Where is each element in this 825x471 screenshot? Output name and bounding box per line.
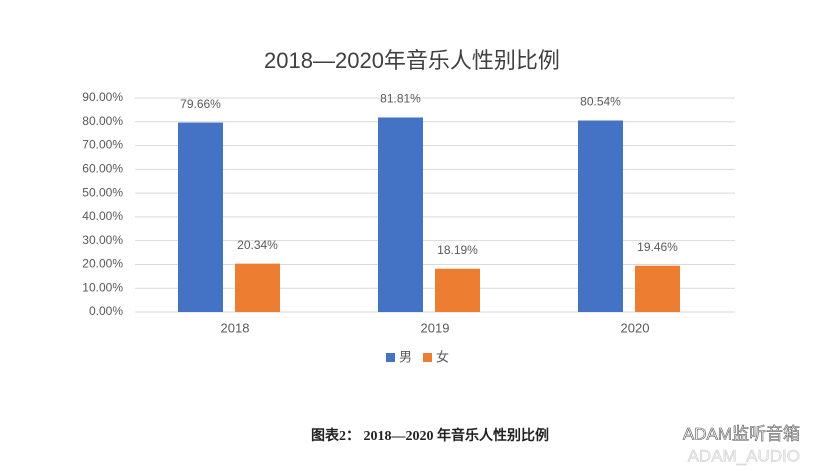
x-tick-label: 2020 <box>621 320 650 335</box>
y-tick-label: 60.00% <box>82 162 123 176</box>
value-label: 79.66% <box>180 97 221 111</box>
y-tick-label: 90.00% <box>82 90 123 104</box>
bar <box>235 263 280 312</box>
bar <box>378 117 423 312</box>
watermark: ADAM_AUDIO <box>688 446 800 465</box>
bar <box>435 268 480 312</box>
y-tick-label: 20.00% <box>82 257 123 271</box>
bar <box>178 122 223 313</box>
chart-title: 2018—2020年音乐人性别比例 <box>264 48 560 73</box>
value-label: 19.46% <box>637 240 678 254</box>
value-label: 81.81% <box>380 92 421 106</box>
bar <box>635 265 680 312</box>
y-tick-label: 50.00% <box>82 185 123 199</box>
value-label: 20.34% <box>237 238 278 252</box>
value-label: 18.19% <box>437 243 478 257</box>
watermark: ADAM监听音箱 <box>683 424 800 443</box>
caption: 图表2： 2018—2020 年音乐人性别比例 <box>311 427 549 444</box>
y-tick-label: 70.00% <box>82 138 123 152</box>
x-tick-label: 2019 <box>421 320 450 335</box>
value-label: 80.54% <box>580 95 621 109</box>
y-tick-label: 10.00% <box>82 280 123 294</box>
y-tick-label: 40.00% <box>82 209 123 223</box>
legend-label: 男 <box>399 349 412 364</box>
y-tick-label: 80.00% <box>82 114 123 128</box>
bar <box>578 120 623 312</box>
legend-label: 女 <box>436 349 449 364</box>
y-tick-label: 0.00% <box>89 304 123 318</box>
legend-swatch <box>423 353 432 362</box>
x-tick-label: 2018 <box>221 320 250 335</box>
y-tick-label: 30.00% <box>82 233 123 247</box>
legend-swatch <box>386 353 395 362</box>
